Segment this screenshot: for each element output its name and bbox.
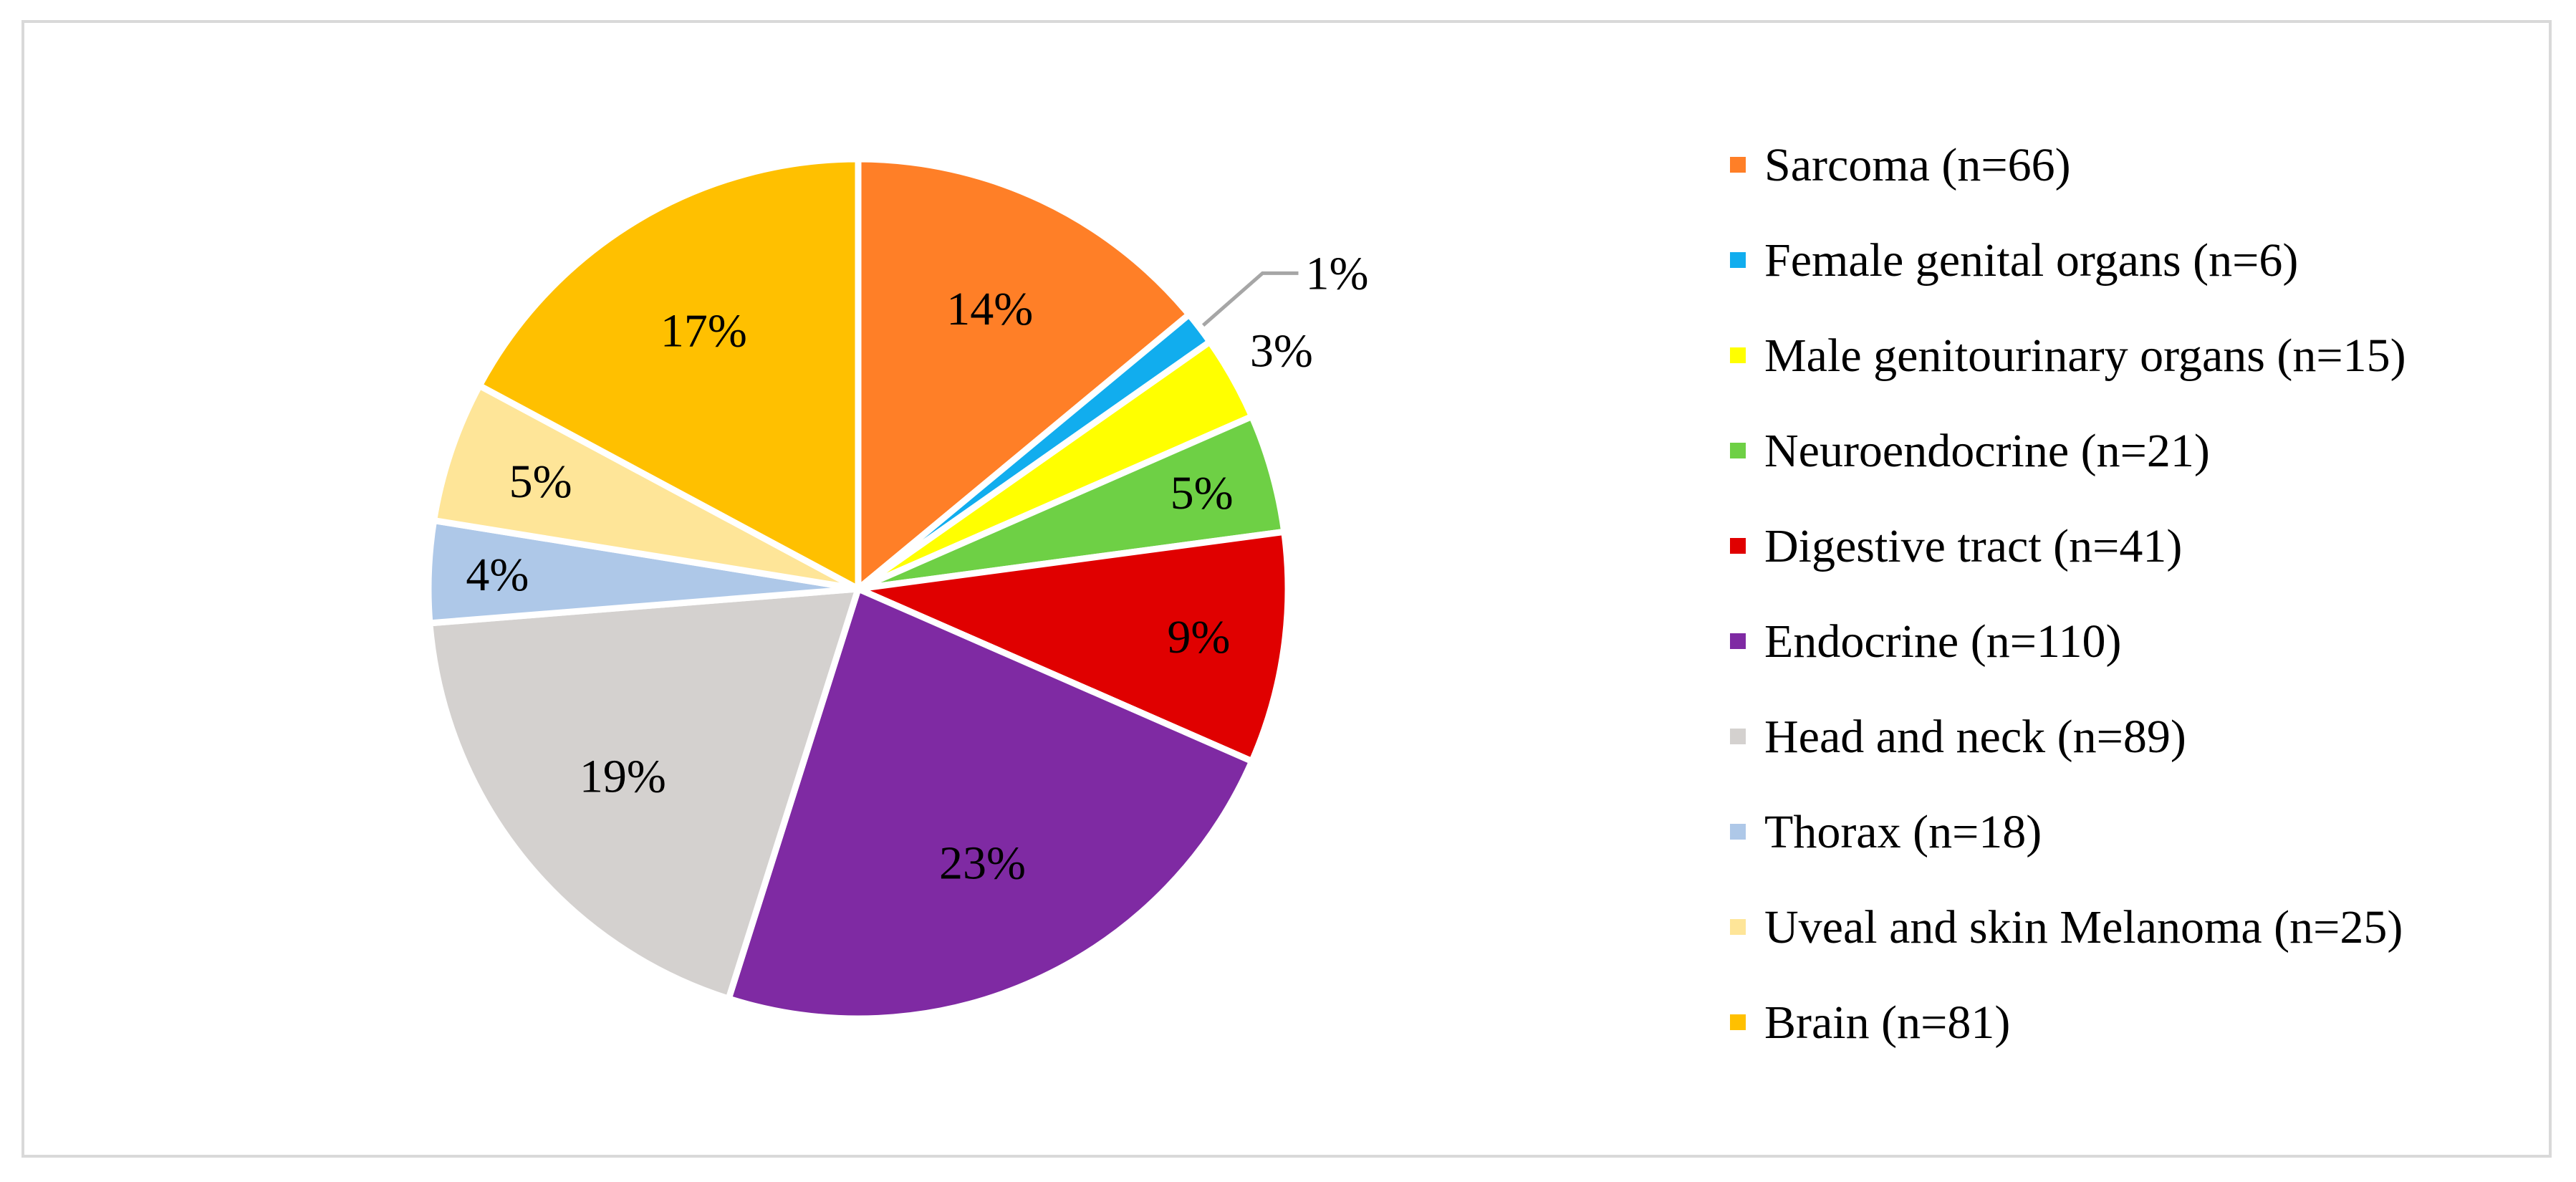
legend-label: Thorax (n=18) (1764, 806, 2042, 858)
legend-label: Digestive tract (n=41) (1764, 520, 2182, 572)
slice-percent-label: 19% (580, 751, 666, 803)
legend-swatch (1730, 538, 1746, 554)
slice-percent-label: 4% (466, 549, 529, 601)
legend-item: Neuroendocrine (n=21) (1730, 425, 2210, 477)
legend-swatch (1730, 347, 1746, 363)
legend-item: Sarcoma (n=66) (1730, 139, 2071, 191)
legend-item: Brain (n=81) (1730, 996, 2010, 1049)
legend-item: Endocrine (n=110) (1730, 615, 2121, 668)
pie-labels: 14% 1% 3% 5% 9% 23% 19% 4% 5% 17% (466, 247, 1368, 889)
legend: Sarcoma (n=66) Female genital organs (n=6… (1730, 139, 2406, 1049)
pie-slice (855, 528, 1292, 765)
legend-swatch (1730, 443, 1746, 458)
slice-percent-label: 3% (1250, 325, 1313, 378)
legend-item: Thorax (n=18) (1730, 806, 2042, 858)
pie-slices (425, 155, 1292, 1022)
legend-label: Neuroendocrine (n=21) (1764, 425, 2210, 477)
legend-swatch (1730, 252, 1746, 268)
slice-percent-label: 5% (509, 456, 572, 508)
legend-swatch (1730, 633, 1746, 649)
leader-line (1201, 271, 1299, 327)
legend-label: Sarcoma (n=66) (1764, 139, 2071, 191)
legend-label: Endocrine (n=110) (1764, 615, 2121, 668)
legend-item: Female genital organs (n=6) (1730, 234, 2298, 287)
legend-swatch (1730, 157, 1746, 173)
legend-item: Head and neck (n=89) (1730, 711, 2186, 763)
pie-slice (855, 155, 1193, 592)
legend-label: Female genital organs (n=6) (1764, 234, 2298, 287)
legend-label: Uveal and skin Melanoma (n=25) (1764, 901, 2403, 953)
pie-slice (426, 585, 862, 1002)
legend-item: Digestive tract (n=41) (1730, 520, 2182, 572)
slice-percent-label: 5% (1171, 467, 1234, 519)
pie-slice (431, 382, 862, 592)
slice-percent-label: 23% (939, 837, 1026, 889)
slice-percent-label: 9% (1167, 611, 1230, 663)
legend-label: Male genitourinary organs (n=15) (1764, 330, 2406, 382)
legend-label: Brain (n=81) (1764, 996, 2010, 1049)
legend-swatch (1730, 1014, 1746, 1030)
slice-percent-label: 14% (946, 283, 1033, 335)
slice-percent-label: 1% (1306, 247, 1369, 299)
pie-slice (725, 585, 1256, 1022)
legend-swatch (1730, 729, 1746, 744)
legend-swatch (1730, 824, 1746, 840)
legend-label: Head and neck (n=89) (1764, 711, 2186, 763)
slice-percent-label: 17% (660, 305, 747, 357)
legend-item: Uveal and skin Melanoma (n=25) (1730, 901, 2403, 953)
legend-swatch (1730, 919, 1746, 935)
pie-slice (476, 155, 862, 592)
legend-item: Male genitourinary organs (n=15) (1730, 330, 2406, 382)
